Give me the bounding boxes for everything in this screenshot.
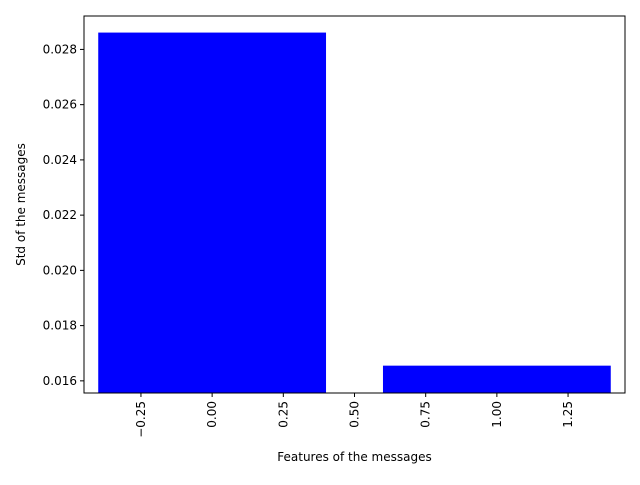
- x-tick-label: 0.00: [205, 401, 219, 428]
- y-tick-label: 0.020: [43, 263, 77, 277]
- x-ticks: −0.25 0.00 0.25 0.50 0.75 1.00 1.25: [134, 393, 575, 438]
- x-tick-label: 1.25: [561, 401, 575, 428]
- y-tick-label: 0.028: [43, 42, 77, 56]
- y-tick-label: 0.018: [43, 319, 77, 333]
- bar-1: [382, 365, 611, 393]
- bar-0: [98, 32, 327, 393]
- y-tick-label: 0.016: [43, 374, 77, 388]
- x-tick-label: −0.25: [134, 401, 148, 438]
- x-tick-label: 1.00: [490, 401, 504, 428]
- x-tick-label: 0.25: [276, 401, 290, 428]
- y-tick-label: 0.022: [43, 208, 77, 222]
- x-tick-label: 0.75: [419, 401, 433, 428]
- y-tick-label: 0.024: [43, 153, 77, 167]
- x-tick-label: 0.50: [348, 401, 362, 428]
- y-ticks: 0.016 0.018 0.020 0.022 0.024 0.026 0.028: [43, 42, 84, 388]
- bars-layer: [98, 32, 611, 393]
- x-axis-label: Features of the messages: [277, 450, 431, 464]
- plot-frame: [83, 15, 626, 394]
- y-tick-label: 0.026: [43, 98, 77, 112]
- y-axis-label: Std of the messages: [14, 143, 28, 266]
